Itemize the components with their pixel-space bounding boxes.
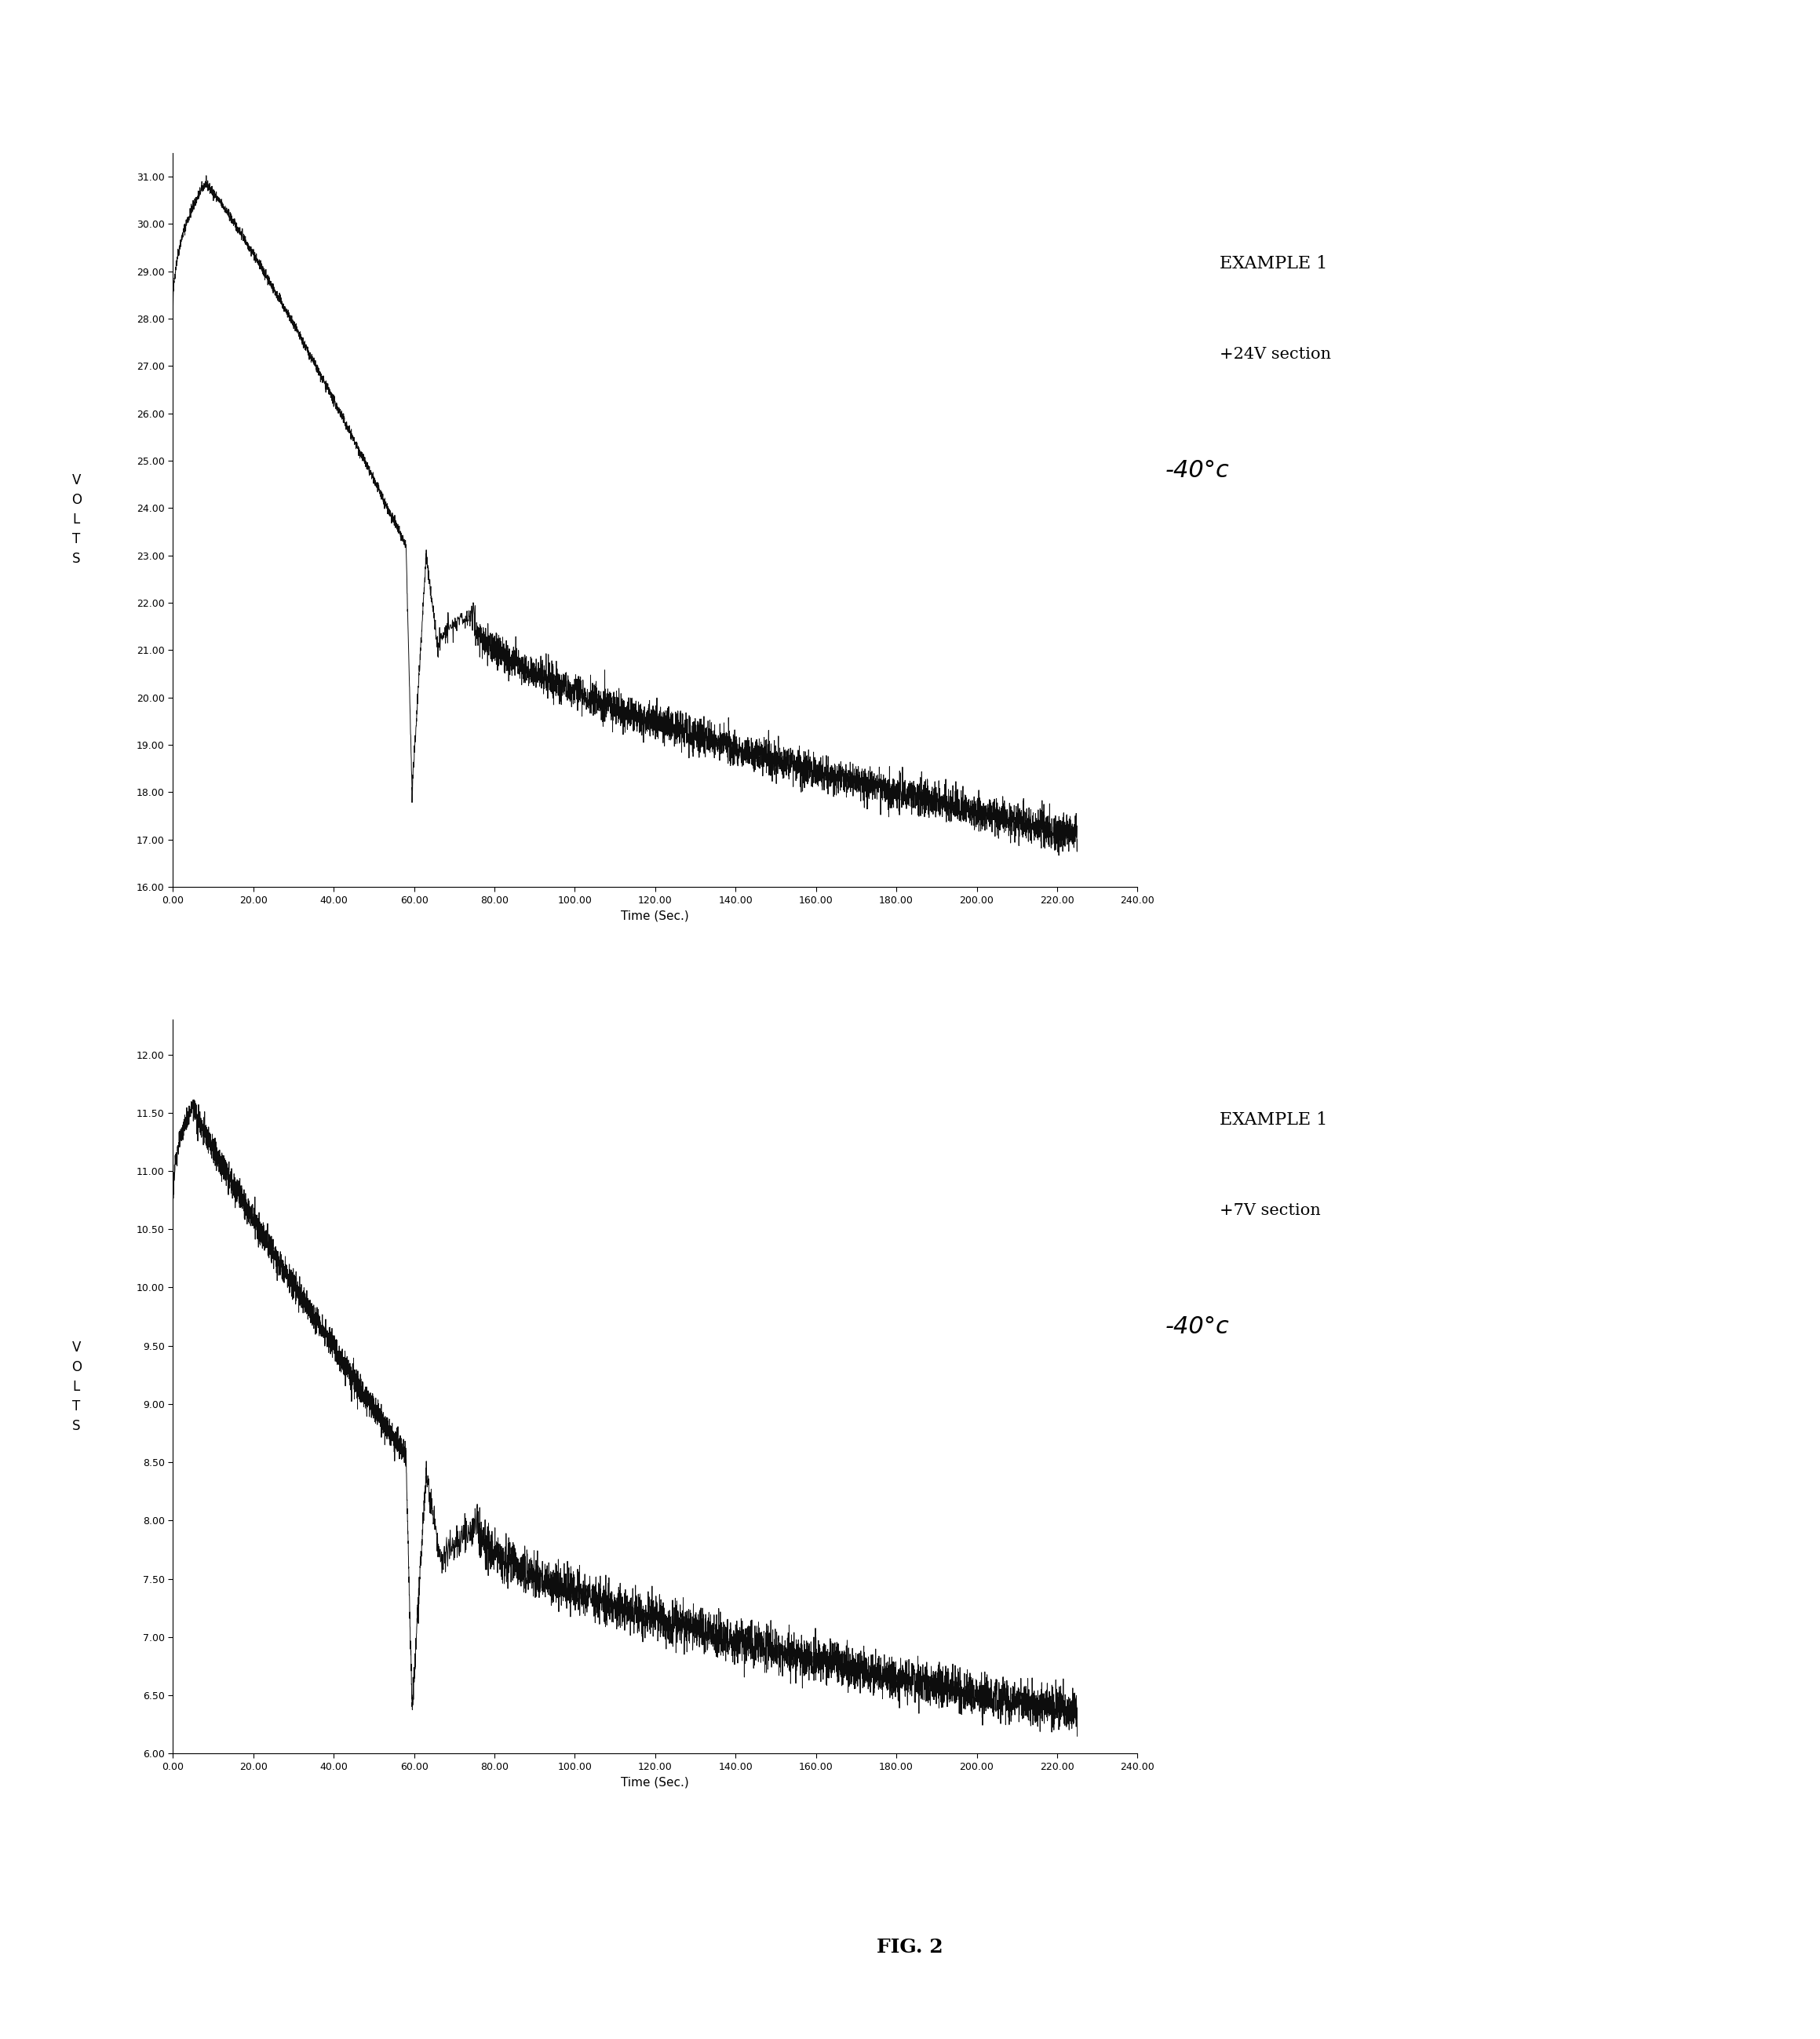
Text: EXAMPLE 1: EXAMPLE 1: [1219, 1111, 1327, 1128]
Text: FIG. 2: FIG. 2: [877, 1937, 943, 1957]
Text: V
O
L
T
S: V O L T S: [71, 1340, 82, 1433]
X-axis label: Time (Sec.): Time (Sec.): [621, 1776, 690, 1788]
Text: EXAMPLE 1: EXAMPLE 1: [1219, 255, 1327, 271]
Text: +7V section: +7V section: [1219, 1203, 1321, 1217]
Text: -40°c: -40°c: [1165, 459, 1229, 481]
X-axis label: Time (Sec.): Time (Sec.): [621, 909, 690, 922]
Text: -40°c: -40°c: [1165, 1315, 1229, 1338]
Text: +24V section: +24V section: [1219, 347, 1330, 361]
Text: V
O
L
T
S: V O L T S: [71, 473, 82, 567]
